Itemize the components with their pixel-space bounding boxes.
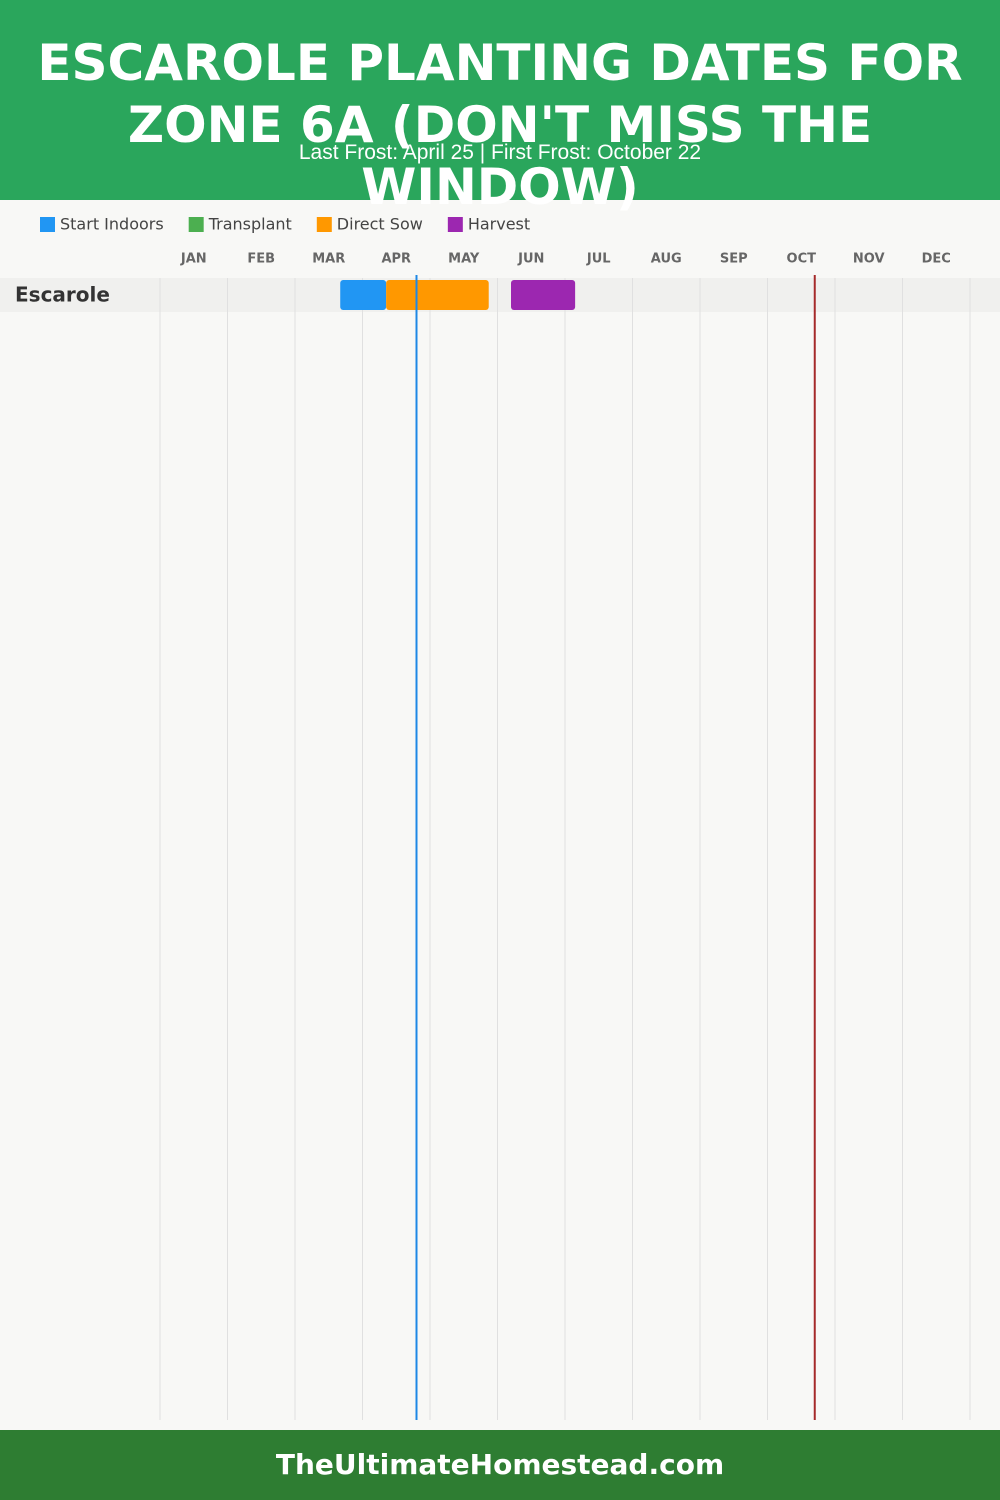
- x-tick-label: OCT: [787, 252, 817, 267]
- chart-title: ESCAROLE PLANTING DATES FOR ZONE 6A (DON…: [37, 34, 963, 216]
- x-tick-label: APR: [381, 252, 411, 267]
- legend-label: Start Indoors: [60, 215, 164, 234]
- x-tick-label: JUN: [517, 252, 544, 267]
- footer: TheUltimateHomestead.com: [0, 1430, 1000, 1500]
- legend-swatch: [447, 217, 463, 232]
- legend-swatch: [40, 217, 55, 232]
- x-tick-label: MAY: [448, 252, 480, 267]
- x-tick-label: JUL: [586, 252, 611, 267]
- legend-label: Transplant: [208, 215, 292, 234]
- x-tick-label: AUG: [651, 252, 682, 267]
- crop-label: Escarole: [15, 283, 110, 307]
- header: [0, 0, 1000, 200]
- gantt-bar: [386, 280, 489, 310]
- x-tick-label: DEC: [922, 252, 951, 267]
- x-tick-label: SEP: [720, 252, 748, 267]
- legend-swatch: [188, 217, 204, 232]
- gantt-bar: [511, 280, 576, 310]
- x-tick-label: MAR: [312, 252, 345, 267]
- legend-label: Harvest: [468, 215, 530, 234]
- x-tick-label: JAN: [180, 252, 207, 267]
- legend-swatch: [316, 217, 332, 232]
- chart-subtitle: Last Frost: April 25 | First Frost: Octo…: [298, 141, 702, 164]
- x-tick-label: NOV: [853, 252, 885, 267]
- row-band: [0, 278, 1000, 312]
- x-tick-label: FEB: [247, 252, 275, 267]
- chart: JAN FEB MAR APR MAY JUN JUL AUG SEP OCT NOV DEC Star…: [0, 215, 1000, 1420]
- gantt-bar: [340, 280, 387, 310]
- legend-label: Direct Sow: [337, 215, 423, 234]
